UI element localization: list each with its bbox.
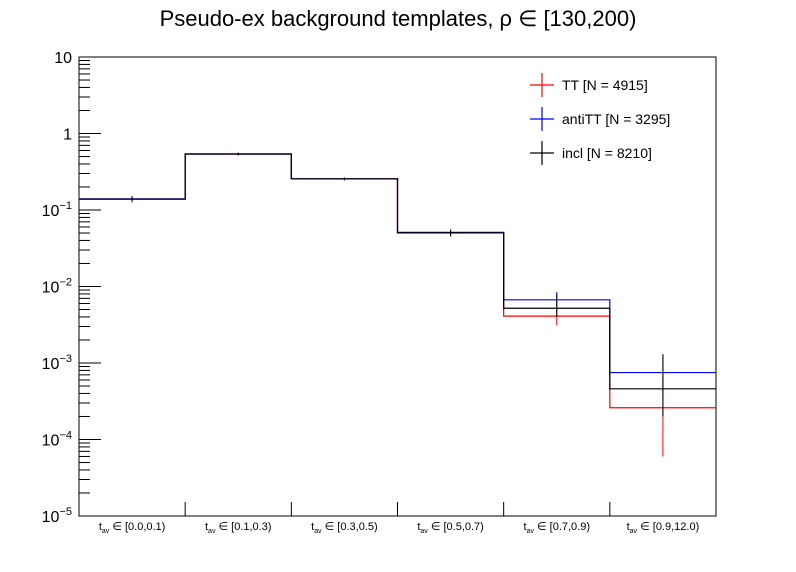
- y-tick-label: 10−5: [42, 506, 72, 526]
- x-tick-label: tav ∈ [0.0,0.1): [99, 521, 166, 535]
- x-tick-label: tav ∈ [0.5,0.7): [417, 521, 484, 535]
- legend: TT [N = 4915] antiTT [N = 3295] incl [N = …: [530, 73, 670, 165]
- x-tick-label: tav ∈ [0.3,0.5): [311, 521, 378, 535]
- y-tick-label: 10−1: [42, 200, 72, 220]
- y-tick-label: 10: [54, 50, 72, 67]
- y-tick-label: 10−2: [42, 277, 72, 297]
- x-tick-label: tav ∈ [0.1,0.3): [205, 521, 272, 535]
- y-tick-label: 10−4: [42, 430, 72, 450]
- y-axis: 10 1 10−1 10−2 10−3 10−4 10−5: [42, 50, 101, 526]
- y-tick-label: 1: [63, 127, 72, 144]
- legend-label: antiTT [N = 3295]: [562, 111, 670, 127]
- legend-label: incl [N = 8210]: [562, 145, 652, 161]
- series-step-line: [79, 153, 716, 390]
- chart-title: Pseudo-ex background templates, ρ ∈ [130…: [159, 6, 637, 31]
- series-layer: [79, 152, 716, 457]
- x-tick-label: tav ∈ [0.7,0.9): [523, 521, 590, 535]
- x-tick-label: tav ∈ [0.9,12.0): [627, 521, 700, 535]
- y-tick-label: 10−3: [42, 353, 72, 373]
- legend-label: TT [N = 4915]: [562, 77, 648, 93]
- x-axis: tav ∈ [0.0,0.1) tav ∈ [0.1,0.3) tav ∈ [0.3…: [99, 502, 699, 535]
